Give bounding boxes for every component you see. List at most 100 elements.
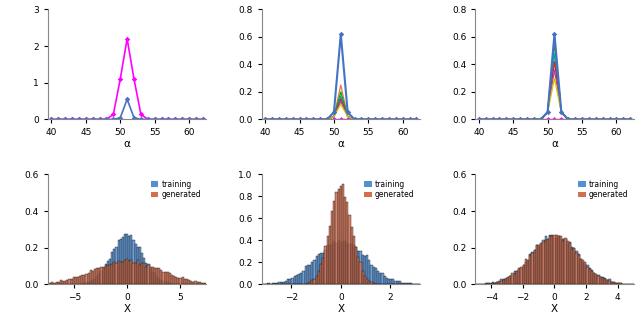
Bar (355, 247, 357, 284)
Bar (296, 275, 298, 284)
Bar (566, 241, 569, 284)
Bar (600, 277, 602, 284)
Bar (593, 273, 595, 284)
Bar (364, 276, 366, 284)
Bar (487, 283, 490, 284)
Bar (542, 240, 545, 284)
Bar (410, 283, 412, 284)
Bar (399, 282, 401, 284)
Bar (329, 245, 331, 284)
Bar (329, 226, 331, 284)
Bar (209, 283, 212, 284)
Bar (83, 275, 86, 284)
Bar (316, 257, 318, 284)
Bar (514, 274, 516, 284)
Bar (62, 281, 64, 284)
Bar (584, 264, 586, 284)
Bar (90, 270, 92, 284)
Bar (558, 236, 560, 284)
Bar (518, 269, 520, 284)
Bar (509, 276, 511, 284)
Bar (490, 283, 492, 284)
Bar (487, 283, 490, 284)
Bar (496, 282, 499, 284)
Bar (344, 197, 346, 284)
Bar (335, 192, 337, 284)
Bar (309, 265, 311, 284)
Bar (556, 238, 558, 284)
Bar (388, 279, 390, 284)
Bar (186, 279, 188, 284)
Bar (111, 264, 113, 284)
Bar (397, 282, 399, 284)
Bar (582, 260, 584, 284)
Bar (90, 281, 92, 284)
Bar (278, 283, 280, 284)
Bar (481, 283, 483, 284)
Bar (100, 270, 102, 284)
Bar (100, 267, 102, 284)
Bar (500, 279, 502, 284)
Bar (597, 275, 600, 284)
Bar (531, 252, 534, 284)
Bar (132, 263, 134, 284)
Bar (514, 271, 516, 284)
Bar (160, 280, 163, 284)
Bar (499, 282, 500, 284)
Bar (203, 283, 205, 284)
Bar (340, 243, 342, 284)
Bar (150, 269, 152, 284)
Bar (589, 269, 591, 284)
Bar (525, 263, 527, 284)
Bar (547, 240, 549, 284)
Bar (207, 283, 209, 284)
Bar (580, 258, 582, 284)
Bar (169, 273, 171, 284)
Bar (602, 277, 604, 284)
Bar (602, 278, 604, 284)
Bar (569, 243, 571, 284)
Bar (111, 252, 113, 284)
Bar (390, 279, 392, 284)
X-axis label: X: X (337, 304, 344, 314)
Bar (199, 282, 201, 284)
Bar (137, 260, 139, 284)
Bar (366, 279, 368, 284)
Bar (591, 271, 593, 284)
Bar (322, 253, 324, 284)
Bar (534, 250, 536, 284)
Bar (88, 273, 90, 284)
Bar (375, 268, 377, 284)
Bar (105, 266, 107, 284)
Bar (518, 268, 520, 284)
Bar (188, 280, 190, 284)
Bar (326, 245, 329, 284)
Bar (615, 283, 617, 284)
Bar (571, 247, 573, 284)
Bar (49, 283, 51, 284)
Bar (122, 262, 124, 284)
Bar (499, 281, 500, 284)
Bar (268, 283, 269, 284)
Bar (156, 268, 158, 284)
Bar (269, 283, 272, 284)
Bar (573, 248, 575, 284)
Bar (392, 279, 394, 284)
Bar (318, 253, 320, 284)
Bar (126, 259, 128, 284)
Bar (64, 281, 66, 284)
Bar (586, 265, 589, 284)
Bar (609, 281, 611, 284)
Bar (362, 255, 364, 284)
Bar (285, 281, 287, 284)
Bar (355, 247, 357, 284)
Bar (615, 283, 617, 284)
Bar (505, 279, 507, 284)
Bar (531, 253, 534, 284)
Bar (83, 283, 86, 284)
Bar (145, 266, 147, 284)
Bar (316, 276, 318, 284)
Bar (139, 247, 141, 284)
Bar (154, 273, 156, 284)
Bar (45, 283, 47, 284)
